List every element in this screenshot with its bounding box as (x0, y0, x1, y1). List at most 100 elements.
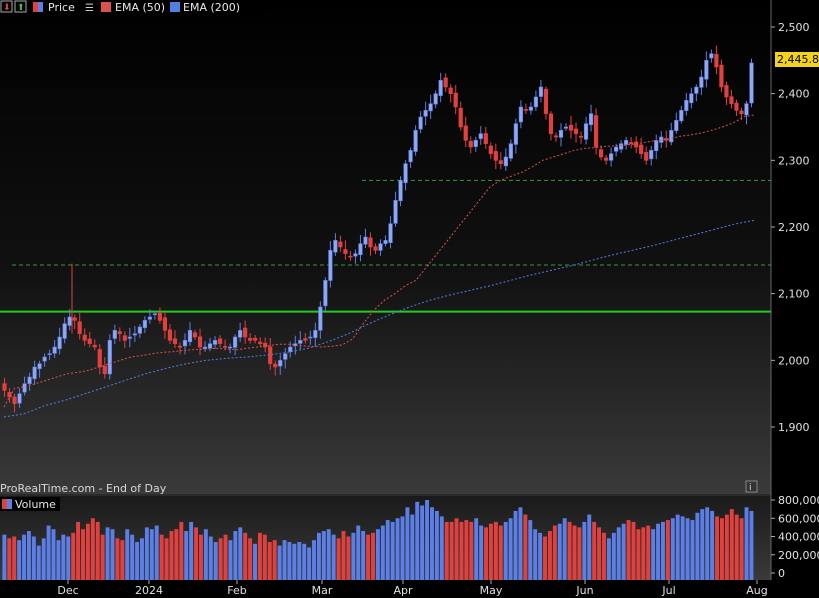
volume-bar[interactable] (567, 521, 572, 580)
candle[interactable] (17, 393, 22, 404)
candle[interactable] (634, 141, 639, 148)
volume-bar[interactable] (543, 536, 547, 581)
volume-bar[interactable] (292, 543, 297, 580)
volume-bar[interactable] (729, 509, 734, 580)
volume-bar[interactable] (26, 531, 31, 580)
candle[interactable] (498, 160, 503, 164)
candle[interactable] (669, 130, 674, 143)
candle[interactable] (644, 152, 649, 161)
candle[interactable] (72, 317, 77, 321)
volume-bar[interactable] (149, 529, 154, 580)
volume-bar[interactable] (533, 529, 538, 580)
candle[interactable] (548, 113, 554, 134)
candle[interactable] (32, 366, 37, 380)
candle[interactable] (518, 106, 523, 123)
candle[interactable] (152, 313, 158, 315)
candle[interactable] (654, 140, 659, 151)
volume-bar[interactable] (577, 527, 582, 580)
volume-bar[interactable] (326, 529, 331, 580)
candle[interactable] (724, 85, 729, 98)
candle[interactable] (604, 157, 609, 161)
volume-bar[interactable] (690, 520, 695, 580)
volume-bar[interactable] (626, 520, 631, 580)
volume-bar[interactable] (316, 532, 321, 580)
volume-bar[interactable] (297, 541, 302, 580)
candle[interactable] (573, 128, 579, 134)
volume-bar[interactable] (744, 507, 749, 580)
volume-bar[interactable] (257, 532, 262, 580)
volume-bar[interactable] (493, 521, 498, 580)
candle[interactable] (373, 246, 378, 251)
volume-bar[interactable] (238, 527, 243, 580)
candle[interactable] (568, 124, 574, 131)
volume-bar[interactable] (115, 538, 120, 580)
candle[interactable] (102, 365, 107, 374)
candle[interactable] (258, 341, 263, 344)
volume-bar[interactable] (105, 527, 110, 580)
candle[interactable] (438, 80, 443, 96)
volume-bar[interactable] (646, 525, 651, 580)
candle[interactable] (228, 346, 233, 349)
volume-bar[interactable] (85, 523, 90, 580)
volume-bar[interactable] (208, 536, 213, 581)
volume-bar[interactable] (277, 545, 282, 580)
candle[interactable] (137, 326, 142, 334)
candle[interactable] (62, 323, 67, 339)
candle[interactable] (82, 334, 87, 341)
candle[interactable] (614, 146, 619, 152)
volume-bar[interactable] (715, 516, 719, 580)
volume-bar[interactable] (484, 527, 488, 580)
volume-bar[interactable] (719, 518, 724, 580)
candle[interactable] (288, 346, 293, 352)
candle[interactable] (694, 86, 699, 94)
candle[interactable] (619, 143, 624, 150)
volume-bar[interactable] (606, 538, 611, 580)
volume-bar[interactable] (508, 518, 513, 580)
candle[interactable] (543, 88, 549, 114)
volume-bar[interactable] (734, 514, 739, 580)
volume-bar[interactable] (680, 516, 685, 580)
candle[interactable] (493, 151, 498, 161)
volume-bar[interactable] (420, 505, 425, 580)
volume-bar[interactable] (749, 510, 754, 580)
volume-bar[interactable] (41, 538, 46, 580)
volume-bar[interactable] (110, 529, 115, 580)
candle[interactable] (323, 280, 328, 307)
volume-bar[interactable] (346, 536, 351, 581)
candle[interactable] (222, 346, 228, 348)
candle[interactable] (283, 353, 288, 360)
volume-bar[interactable] (36, 545, 41, 580)
volume-bar[interactable] (203, 529, 208, 580)
candle[interactable] (423, 110, 428, 117)
volume-bar[interactable] (400, 516, 405, 580)
candle[interactable] (177, 345, 183, 348)
candle[interactable] (328, 250, 333, 281)
volume-bar[interactable] (425, 500, 430, 580)
candle[interactable] (37, 363, 42, 370)
volume-bar[interactable] (351, 532, 356, 580)
candle[interactable] (578, 135, 584, 138)
volume-bar[interactable] (562, 518, 567, 580)
candle[interactable] (714, 53, 719, 68)
candle[interactable] (523, 109, 528, 111)
candle[interactable] (338, 241, 343, 248)
volume-bar[interactable] (547, 531, 552, 580)
candle[interactable] (649, 150, 654, 160)
volume-bar[interactable] (22, 534, 26, 580)
volume-bar[interactable] (739, 518, 744, 580)
candle[interactable] (428, 103, 433, 112)
volume-bar[interactable] (513, 510, 518, 580)
candle[interactable] (92, 344, 97, 348)
ema200-line[interactable] (3, 219, 755, 418)
volume-bar[interactable] (597, 527, 602, 580)
candle[interactable] (172, 338, 178, 344)
volume-bar[interactable] (636, 529, 641, 580)
volume-bar[interactable] (439, 516, 444, 580)
candle[interactable] (684, 100, 689, 111)
volume-bar[interactable] (641, 527, 646, 580)
candle[interactable] (132, 333, 137, 336)
volume-bar[interactable] (695, 512, 700, 580)
candle[interactable] (473, 140, 478, 147)
candle[interactable] (533, 96, 539, 108)
candle[interactable] (468, 140, 473, 148)
